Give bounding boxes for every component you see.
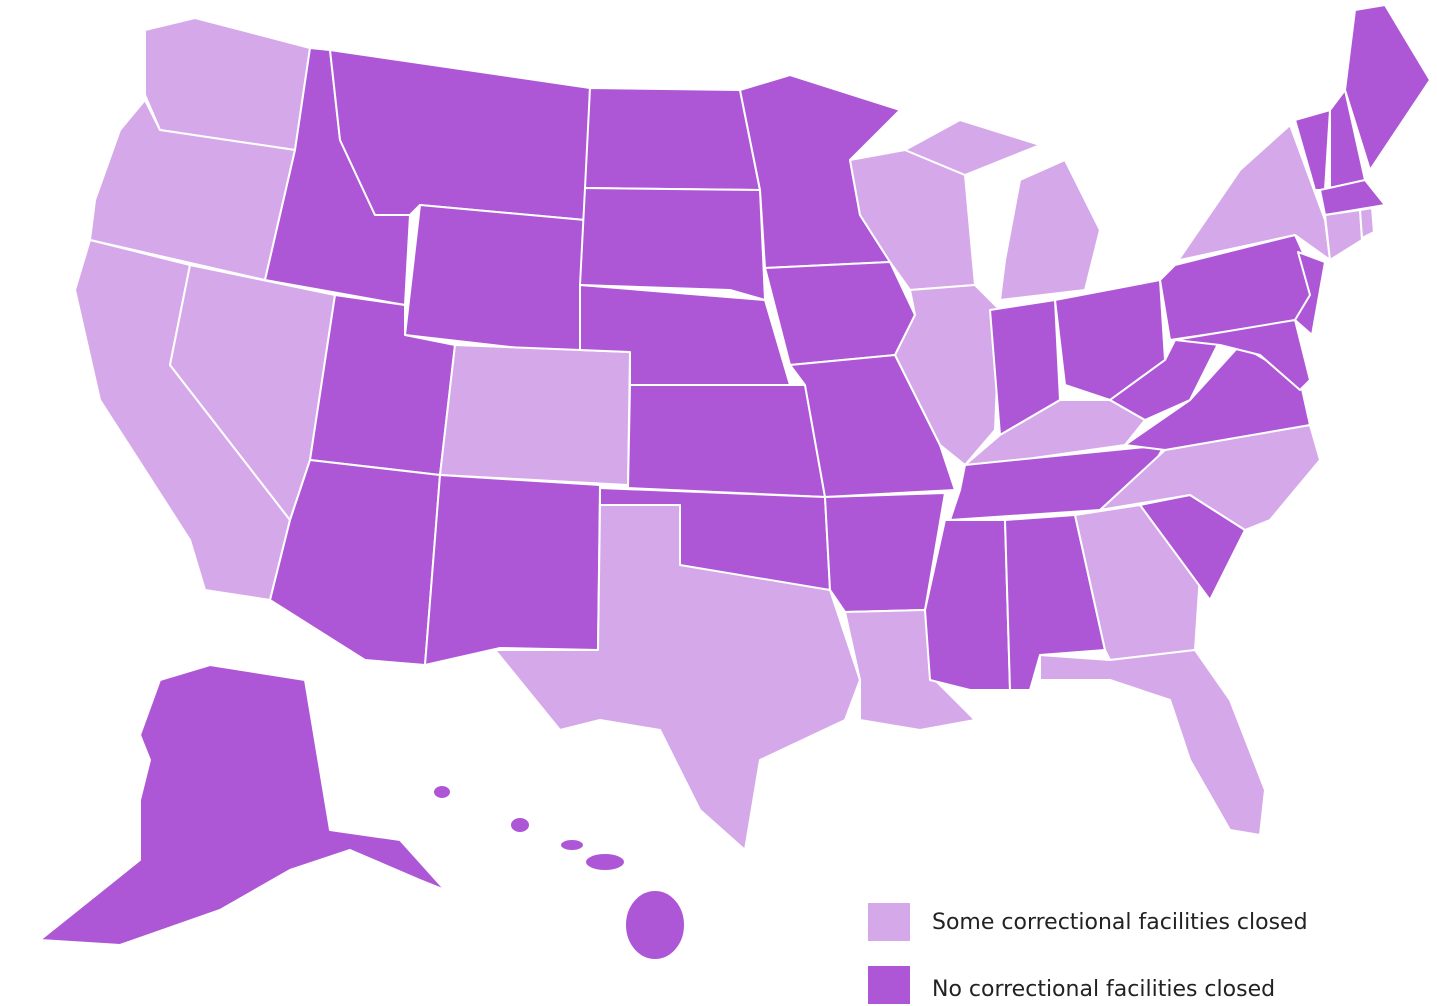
state <box>39 664 446 946</box>
states <box>39 4 1431 961</box>
state <box>824 492 946 613</box>
state <box>1344 4 1431 171</box>
state <box>1359 207 1375 239</box>
state <box>627 384 826 498</box>
state <box>404 204 586 356</box>
legend-label: Some correctional facilities closed <box>932 910 1308 935</box>
state <box>89 99 296 281</box>
state <box>1174 319 1311 391</box>
state <box>1324 209 1363 261</box>
legend-swatch <box>868 903 910 941</box>
legend-swatch <box>868 966 910 1004</box>
state <box>559 838 585 852</box>
state <box>494 504 861 851</box>
state <box>439 344 631 486</box>
state <box>924 519 1011 691</box>
state <box>584 852 626 872</box>
state <box>579 187 766 301</box>
state <box>424 474 601 666</box>
state <box>144 17 311 151</box>
state <box>1319 179 1386 216</box>
state <box>432 784 452 800</box>
state <box>329 49 591 221</box>
state <box>904 119 1041 176</box>
legend: Some correctional facilities closed No c… <box>868 903 1308 1004</box>
legend-label: No correctional facilities closed <box>932 977 1275 1002</box>
state <box>1039 649 1266 836</box>
state <box>509 816 531 834</box>
state <box>1294 251 1326 336</box>
state <box>584 87 761 191</box>
state <box>624 889 686 961</box>
state <box>999 159 1101 301</box>
state <box>764 261 916 366</box>
